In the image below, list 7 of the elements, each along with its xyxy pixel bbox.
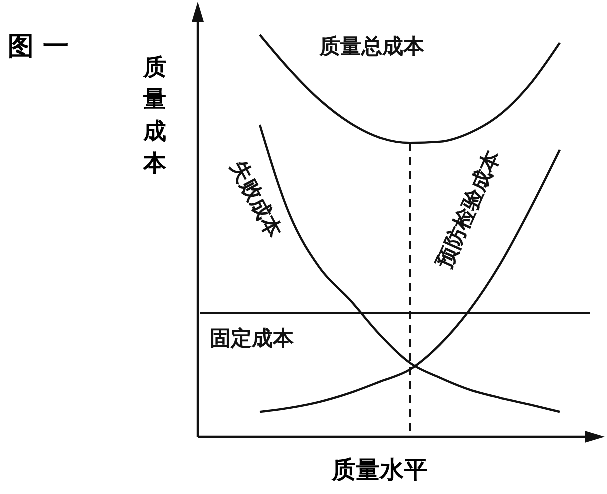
series-label: 质量总成本 (318, 33, 426, 58)
y-axis-title: 质量成本 (142, 54, 168, 177)
series-label: 固定成本 (210, 325, 295, 350)
x-axis-title: 质量水平 (331, 455, 428, 484)
chart-title: 图 一 (8, 32, 70, 62)
text: 预防检验成本 (430, 146, 506, 273)
text: 失败成本 (226, 156, 288, 243)
